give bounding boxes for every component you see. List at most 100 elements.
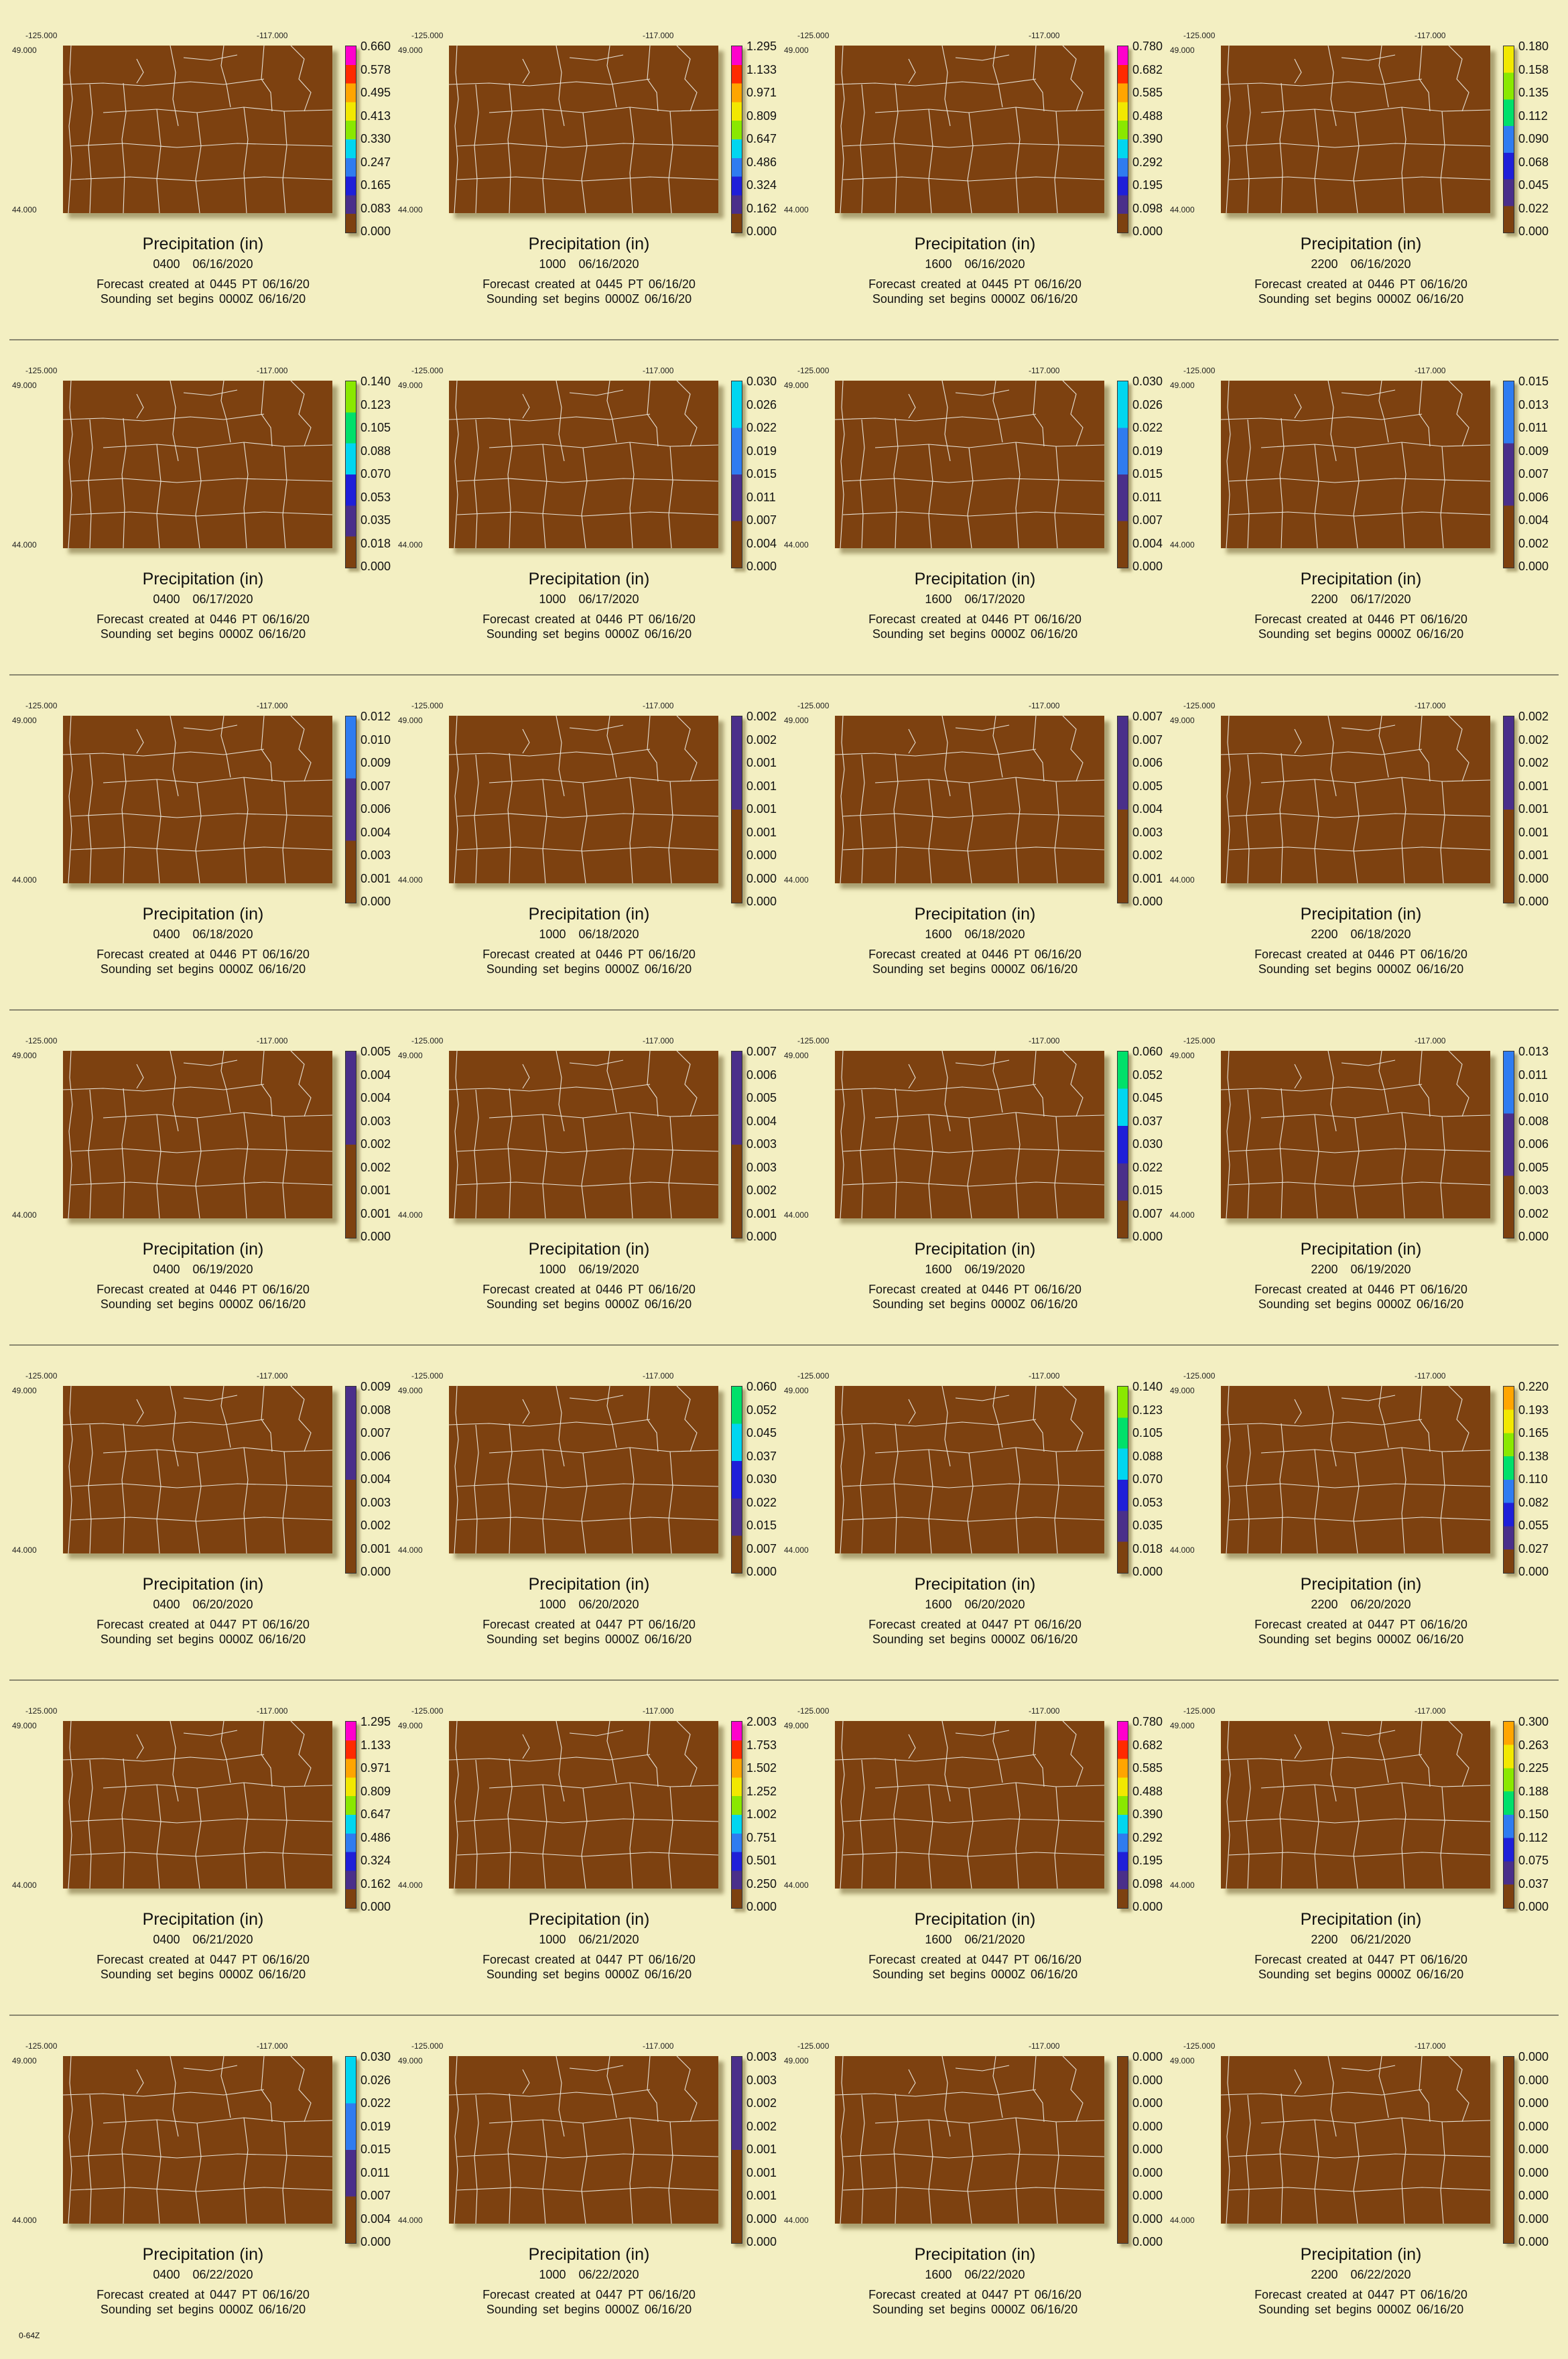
colorbar-tick-label: 0.390	[1132, 1807, 1163, 1821]
boundary-line	[456, 1852, 718, 1857]
precipitation-map[interactable]	[449, 1051, 718, 1218]
lon-west-label: -125.000	[1183, 366, 1216, 375]
forecast-created: Forecast created at 0447 PT 06/16/20	[868, 2288, 1082, 2301]
boundary-line	[1353, 1117, 1360, 1218]
lat-south-label: 44.000	[12, 1210, 37, 1220]
precipitation-map[interactable]	[63, 1051, 332, 1218]
lat-south-label: 44.000	[398, 1880, 423, 1890]
precipitation-map[interactable]	[1221, 1386, 1490, 1553]
sounding-set: Sounding set begins 0000Z 06/16/20	[486, 627, 692, 641]
colorbar-tick-label: 0.019	[361, 2119, 391, 2133]
boundary-line	[70, 143, 332, 148]
colorbar-tick-label: 0.060	[746, 1380, 777, 1393]
forecast-panel: -125.000 -117.000 49.000 44.000 0.000 0.000 0.…	[1169, 2024, 1553, 2359]
colorbar-tick-label: 0.008	[361, 1403, 391, 1417]
colorbar-tick-label: 0.110	[1518, 1472, 1548, 1486]
precipitation-map[interactable]	[1221, 1051, 1490, 1218]
colorbar	[1117, 1386, 1128, 1574]
precipitation-map[interactable]	[835, 716, 1104, 883]
boundary-line	[63, 78, 265, 86]
sounding-set: Sounding set begins 0000Z 06/16/20	[100, 1968, 306, 1981]
precipitation-map[interactable]	[1221, 381, 1490, 548]
colorbar-tick-label: 0.263	[1518, 1738, 1549, 1752]
colorbar-tick-label: 0.660	[361, 40, 391, 53]
lat-south-label: 44.000	[1170, 875, 1195, 885]
forecast-panel: -125.000 -117.000 49.000 44.000 1.295 1.133 0.…	[397, 13, 781, 348]
panel-title: Precipitation (in)	[528, 1240, 650, 1259]
precipitation-map[interactable]	[449, 716, 718, 883]
precipitation-map[interactable]	[63, 381, 332, 548]
boundary-line	[1440, 2121, 1445, 2224]
boundary-line	[556, 2056, 565, 2137]
panel-title: Precipitation (in)	[142, 905, 264, 923]
boundary-line	[195, 782, 202, 883]
colorbar-tick-label: 0.135	[1518, 86, 1549, 99]
colorbar-tick-label: 0.000	[1132, 2050, 1163, 2063]
boundary-line	[835, 749, 1037, 757]
precipitation-map[interactable]	[449, 381, 718, 548]
precipitation-map[interactable]	[63, 716, 332, 883]
colorbar-tick-label: 0.162	[746, 201, 777, 215]
boundary-line	[835, 1419, 1037, 1427]
boundary-line	[1440, 446, 1445, 548]
precipitation-map[interactable]	[449, 46, 718, 213]
lon-east-label: -117.000	[1415, 1706, 1446, 1716]
lon-east-label: -117.000	[643, 31, 674, 40]
forecast-row: -125.000 -117.000 49.000 44.000 0.140 0.123 0.…	[0, 348, 1568, 684]
colorbar	[345, 1721, 356, 1909]
boundary-line	[1353, 1452, 1360, 1553]
lat-south-label: 44.000	[398, 875, 423, 885]
lon-east-label: -117.000	[1029, 1706, 1060, 1716]
boundary-line	[1294, 728, 1302, 754]
valid-time: 0400 06/21/2020	[153, 1933, 253, 1946]
forecast-created: Forecast created at 0446 PT 06/16/20	[482, 948, 696, 961]
forecast-row: -125.000 -117.000 49.000 44.000 0.012 0.010 0.…	[0, 684, 1568, 1019]
colorbar-tick-label: 0.000	[1132, 2212, 1163, 2226]
precipitation-map[interactable]	[63, 1721, 332, 1889]
colorbar-tick-label: 0.019	[746, 444, 777, 458]
boundary-line	[542, 444, 547, 548]
valid-time: 0400 06/17/2020	[153, 592, 253, 606]
colorbar-tick-label: 0.300	[1518, 1715, 1549, 1728]
colorbar-tick-label: 0.045	[746, 1426, 777, 1440]
precipitation-map[interactable]	[63, 2056, 332, 2224]
colorbar-tick-label: 0.809	[361, 1784, 391, 1798]
precipitation-map[interactable]	[1221, 2056, 1490, 2224]
precipitation-map[interactable]	[449, 1721, 718, 1889]
boundary-line	[581, 447, 588, 548]
colorbar-ticks: 0.002 0.002 0.002 0.001 0.001 0.001 0.001 0.000…	[1518, 710, 1553, 911]
colorbar-tick-label: 0.001	[1132, 871, 1163, 885]
precipitation-map[interactable]	[63, 46, 332, 213]
boundary-line	[1260, 1447, 1490, 1454]
boundary-line	[1401, 1112, 1407, 1218]
precipitation-map[interactable]	[835, 46, 1104, 213]
precipitation-map[interactable]	[63, 1386, 332, 1553]
boundary-line	[488, 1112, 718, 1119]
precipitation-map[interactable]	[835, 381, 1104, 548]
precipitation-map[interactable]	[835, 1721, 1104, 1889]
precipitation-map[interactable]	[449, 2056, 718, 2224]
sounding-set: Sounding set begins 0000Z 06/16/20	[872, 962, 1078, 976]
precipitation-map[interactable]	[835, 2056, 1104, 2224]
precipitation-map[interactable]	[1221, 1721, 1490, 1889]
colorbar-tick-label: 0.004	[1132, 536, 1163, 550]
colorbar-tick-label: 0.053	[361, 490, 391, 504]
boundary-line	[1228, 1148, 1490, 1153]
forecast-created: Forecast created at 0446 PT 06/16/20	[96, 948, 310, 961]
precipitation-map[interactable]	[835, 1386, 1104, 1553]
forecast-panel: -125.000 -117.000 49.000 44.000 0.013 0.011 0.…	[1169, 1019, 1553, 1354]
colorbar-tick-label: 0.009	[1518, 444, 1549, 458]
boundary-line	[842, 511, 1104, 517]
precipitation-map[interactable]	[1221, 46, 1490, 213]
colorbar-tick-label: 0.005	[746, 1091, 777, 1104]
boundary-line	[1054, 781, 1059, 883]
boundary-line	[1246, 419, 1251, 548]
boundary-line	[874, 1447, 1104, 1454]
panel-title: Precipitation (in)	[1300, 1910, 1422, 1929]
precipitation-map[interactable]	[1221, 716, 1490, 883]
colorbar-ticks: 0.060 0.052 0.045 0.037 0.030 0.022 0.015 0.007…	[1132, 1045, 1167, 1247]
colorbar-tick-label: 0.000	[746, 2212, 777, 2226]
colorbar-tick-label: 0.088	[1132, 1449, 1163, 1463]
precipitation-map[interactable]	[835, 1051, 1104, 1218]
precipitation-map[interactable]	[449, 1386, 718, 1553]
